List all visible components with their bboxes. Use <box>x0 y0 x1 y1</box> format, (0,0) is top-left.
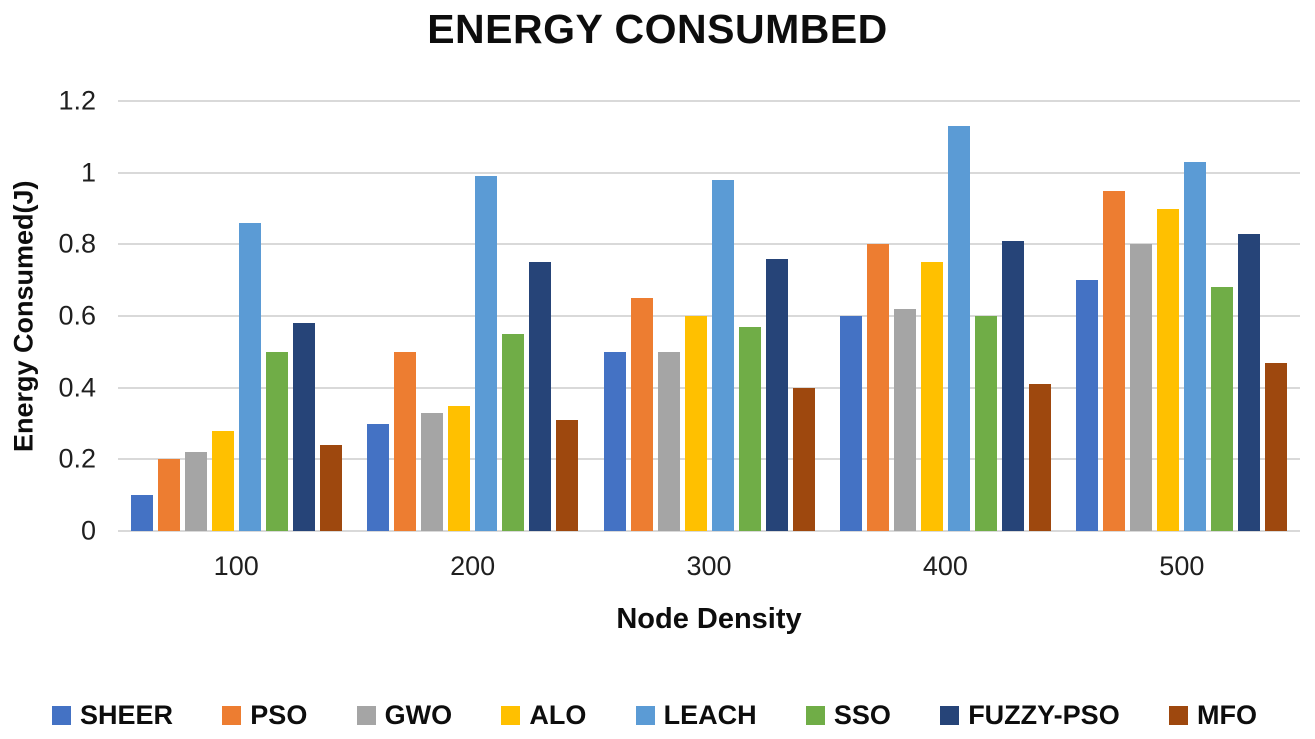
bar-gwo-300 <box>657 351 680 531</box>
bar-pso-500 <box>1103 190 1126 531</box>
bar-sheer-500 <box>1076 280 1099 531</box>
legend-item-mfo: MFO <box>1168 699 1257 731</box>
legend-label: LEACH <box>663 699 757 730</box>
bar-sso-400 <box>974 316 997 531</box>
legend: SHEER PSO GWO ALO LEACH SSO FUZZY-PSO MFO <box>52 697 1257 733</box>
legend-swatch-icon <box>501 705 521 725</box>
legend-swatch-icon <box>222 705 242 725</box>
bar-leach-200 <box>475 176 498 531</box>
bar-sso-100 <box>265 351 288 531</box>
bar-mfo-300 <box>792 387 815 531</box>
bar-pso-100 <box>157 459 180 531</box>
bar-fuzzy-pso-100 <box>292 323 315 531</box>
gridline-y-1.2 <box>118 100 1300 102</box>
bar-leach-100 <box>238 222 261 531</box>
bar-sso-300 <box>738 326 761 531</box>
gridline-y-0.6 <box>118 315 1300 317</box>
bar-sso-500 <box>1211 287 1234 531</box>
x-tick-label-400: 400 <box>922 551 968 581</box>
bar-alo-300 <box>684 316 707 531</box>
bar-fuzzy-pso-400 <box>1001 240 1024 531</box>
bar-groups <box>118 101 1300 531</box>
legend-label: SSO <box>833 699 891 730</box>
y-tick-label-0.8: 0.8 <box>58 228 96 259</box>
bar-gwo-500 <box>1130 244 1153 531</box>
gridline-y-0 <box>118 530 1300 532</box>
x-tick-label-300: 300 <box>686 551 732 581</box>
legend-label: SHEER <box>80 699 174 730</box>
bar-fuzzy-pso-500 <box>1238 233 1261 531</box>
y-tick-label-0: 0 <box>80 515 96 546</box>
bar-pso-400 <box>866 244 889 531</box>
bar-alo-500 <box>1157 208 1180 531</box>
bar-pso-300 <box>630 298 653 531</box>
bar-sheer-400 <box>839 316 862 531</box>
bar-fuzzy-pso-200 <box>529 262 552 531</box>
bar-group-500 <box>1064 101 1300 531</box>
y-tick-label-0.2: 0.2 <box>58 443 96 474</box>
legend-label: ALO <box>529 699 587 730</box>
legend-swatch-icon <box>940 705 960 725</box>
bar-gwo-200 <box>421 412 444 531</box>
legend-label: FUZZY-PSO <box>968 699 1120 730</box>
x-tick-label-500: 500 <box>1159 551 1205 581</box>
gridline-y-0.8 <box>118 243 1300 246</box>
legend-label: GWO <box>384 699 453 730</box>
bar-leach-300 <box>711 179 734 531</box>
bar-sso-200 <box>502 333 525 531</box>
gridline-y-0.4 <box>118 386 1300 389</box>
bar-group-200 <box>354 101 590 531</box>
legend-item-sheer: SHEER <box>52 700 173 731</box>
bar-group-300 <box>591 101 827 531</box>
legend-item-fuzzy-pso: FUZZY-PSO <box>940 700 1120 731</box>
bar-alo-400 <box>920 262 943 531</box>
legend-item-alo: ALO <box>501 700 586 731</box>
bar-group-100 <box>118 101 354 531</box>
legend-label: MFO <box>1196 699 1257 730</box>
bar-gwo-100 <box>184 452 207 531</box>
legend-label: PSO <box>250 699 308 730</box>
y-tick-label-1: 1 <box>80 157 96 188</box>
bar-mfo-400 <box>1028 384 1051 531</box>
x-tick-label-200: 200 <box>450 551 496 581</box>
bar-pso-200 <box>394 351 417 531</box>
bar-mfo-500 <box>1265 362 1288 531</box>
x-axis-title: Node Density <box>616 603 802 635</box>
x-tick-label-100: 100 <box>213 551 259 581</box>
y-axis-title: Energy Consumed(J) <box>8 180 39 452</box>
chart-title: ENERGY CONSUMBED <box>427 6 888 52</box>
bar-alo-100 <box>211 430 234 531</box>
gridline-y-0.2 <box>118 458 1300 461</box>
bar-mfo-100 <box>319 445 342 531</box>
plot-area <box>118 100 1300 532</box>
legend-swatch-icon <box>805 705 825 725</box>
y-tick-label-1.2: 1.2 <box>58 85 96 116</box>
bar-mfo-200 <box>556 419 579 531</box>
legend-swatch-icon <box>52 705 71 725</box>
bar-gwo-400 <box>893 308 916 531</box>
legend-swatch-icon <box>635 705 655 725</box>
bar-fuzzy-pso-300 <box>765 258 788 531</box>
legend-item-leach: LEACH <box>635 699 757 731</box>
bar-group-400 <box>827 101 1063 531</box>
legend-swatch-icon <box>356 705 376 725</box>
y-axis-tick-labels: 1.2 1 0.8 0.6 0.4 0.2 0 <box>40 86 106 546</box>
legend-item-pso: PSO <box>222 700 307 731</box>
bar-sheer-300 <box>603 351 626 531</box>
bar-sheer-100 <box>130 495 153 531</box>
bar-sheer-200 <box>367 423 390 531</box>
gridline-y-1 <box>118 171 1300 174</box>
y-tick-label-0.6: 0.6 <box>58 300 96 331</box>
y-tick-label-0.4: 0.4 <box>58 372 96 403</box>
legend-swatch-icon <box>1168 705 1188 725</box>
legend-item-sso: SSO <box>805 699 891 731</box>
bar-leach-500 <box>1184 161 1207 531</box>
legend-item-gwo: GWO <box>356 699 453 731</box>
x-axis-tick-labels: 100 200 300 400 500 <box>118 551 1300 582</box>
bar-leach-400 <box>947 126 970 531</box>
bar-alo-200 <box>448 405 471 531</box>
